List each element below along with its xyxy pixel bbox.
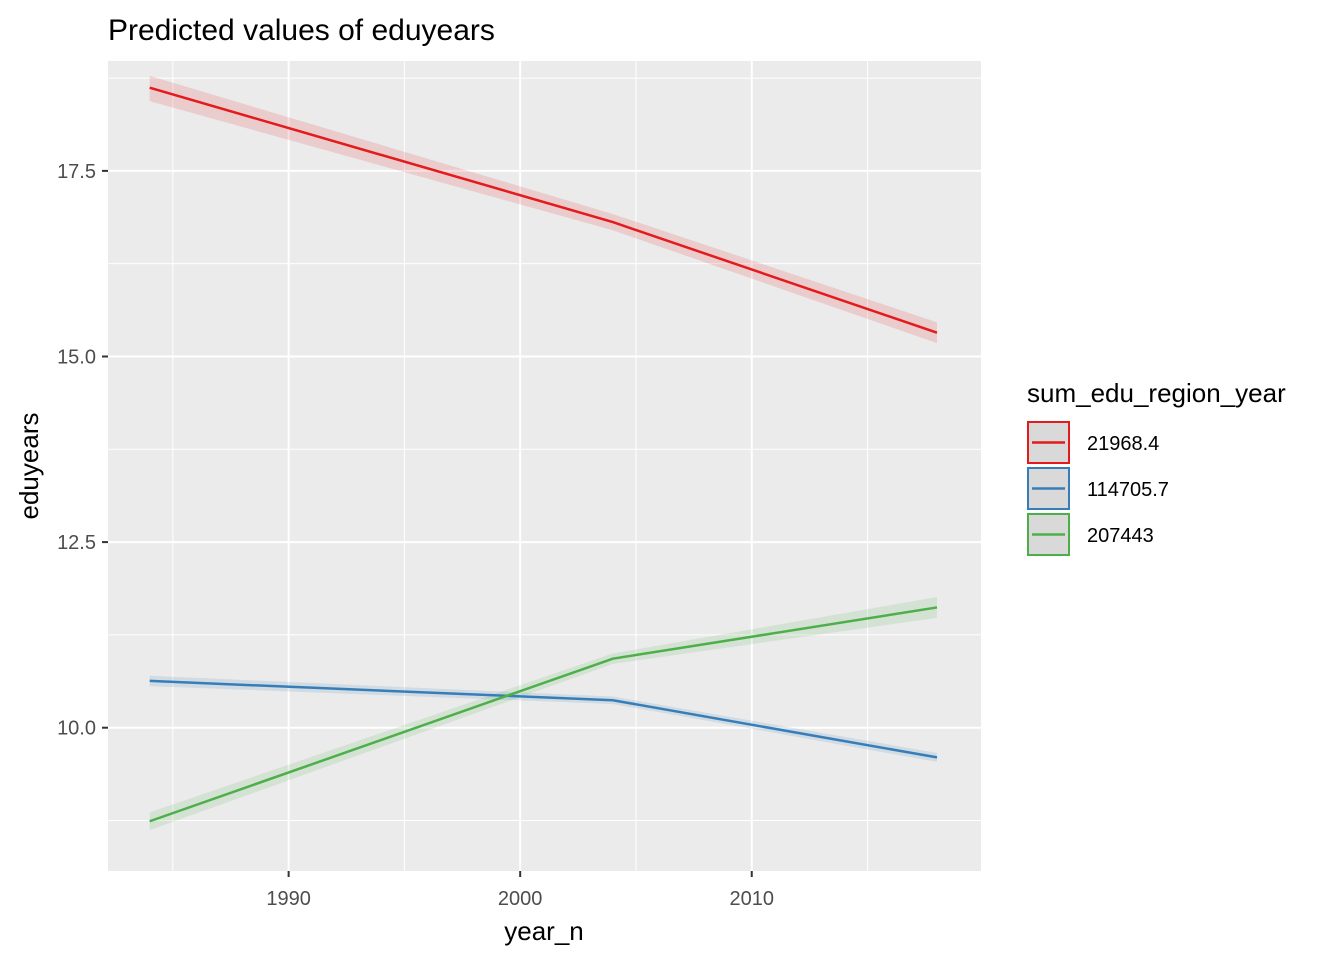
plot-panel xyxy=(108,61,981,871)
minor-gridlines xyxy=(108,61,981,871)
legend: sum_edu_region_year 21968.4 114705.7 20744… xyxy=(1027,378,1286,556)
legend-title: sum_edu_region_year xyxy=(1027,378,1286,408)
chart-title: Predicted values of eduyears xyxy=(108,14,495,47)
legend-label: 207443 xyxy=(1087,525,1154,547)
legend-label: 114705.7 xyxy=(1087,479,1169,501)
series-line xyxy=(149,679,938,759)
x-axis-title: year_n xyxy=(504,916,584,946)
y-axis-title: eduyears xyxy=(14,413,44,520)
x-tick-label: 1990 xyxy=(266,888,311,910)
legend-label: 21968.4 xyxy=(1087,433,1159,455)
x-tick-label: 2000 xyxy=(498,888,543,910)
series-line xyxy=(149,606,938,823)
y-axis: 10.0 12.5 15.0 17.5 xyxy=(57,161,108,740)
series-lines xyxy=(149,86,938,823)
y-tick-label: 10.0 xyxy=(57,718,96,740)
y-tick-label: 17.5 xyxy=(57,161,96,183)
y-tick-label: 15.0 xyxy=(57,346,96,368)
x-tick-label: 2010 xyxy=(730,888,775,910)
x-axis: 1990 2000 2010 xyxy=(266,871,774,910)
y-tick-label: 12.5 xyxy=(57,532,96,554)
series-line xyxy=(149,86,938,334)
confidence-ribbon xyxy=(149,75,938,344)
